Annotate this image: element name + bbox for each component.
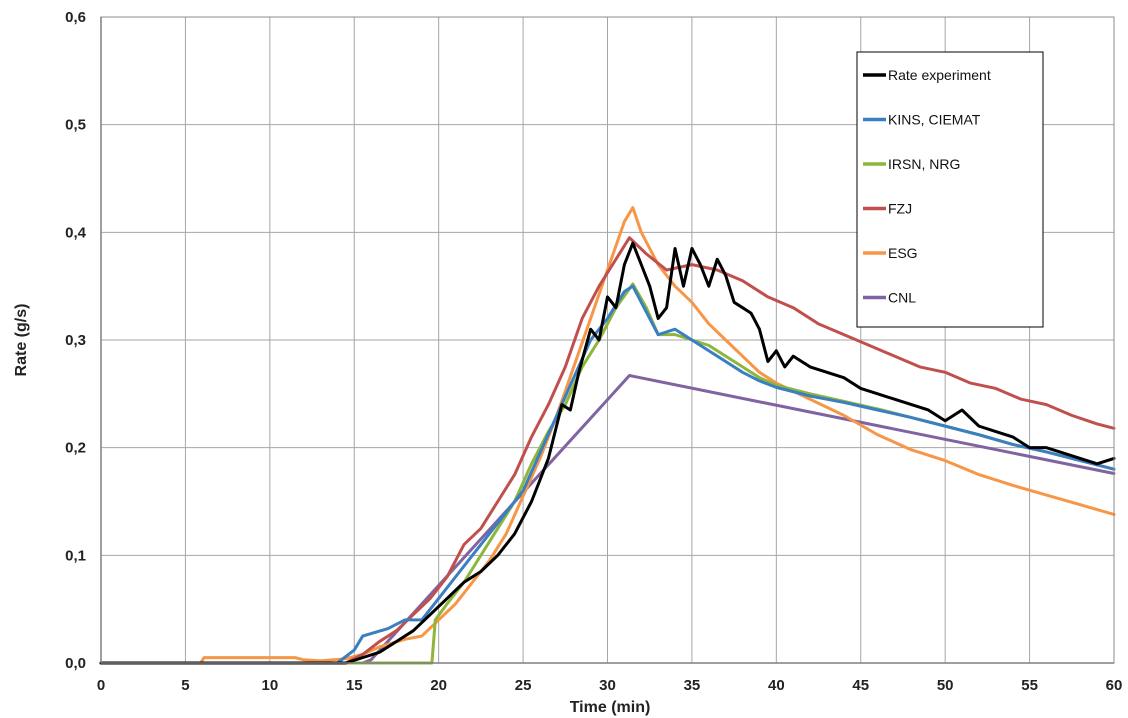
y-tick-label: 0,5 — [65, 117, 86, 134]
y-tick-label: 0,3 — [65, 332, 86, 349]
x-tick-label: 0 — [97, 677, 105, 694]
series-line-kins-ciemat — [99, 284, 1116, 665]
tick-labels: 0 5 10 15 20 25 30 35 40 45 50 55 60 0,0 0,1 0,2 0,3 0,4 0… — [65, 9, 1122, 694]
y-tick-label: 0,6 — [65, 9, 86, 26]
x-tick-label: 30 — [599, 677, 616, 694]
y-tick-label: 0,0 — [65, 655, 86, 672]
legend-label-fzj: FZJ — [888, 201, 912, 217]
legend-label-kins-ciemat: KINS, CIEMAT — [888, 112, 981, 128]
x-tick-label: 10 — [261, 677, 278, 694]
y-tick-label: 0,4 — [65, 224, 87, 241]
legend-box — [856, 51, 1044, 328]
series-line-fzj — [99, 236, 1116, 665]
legend-label-rate-experiment: Rate experiment — [888, 67, 991, 83]
y-tick-label: 0,1 — [65, 547, 86, 564]
y-tick-label: 0,2 — [65, 440, 86, 457]
legend-label-cnl: CNL — [888, 290, 916, 306]
x-tick-label: 60 — [1106, 677, 1123, 694]
x-tick-label: 35 — [684, 677, 701, 694]
x-tick-label: 20 — [430, 677, 447, 694]
x-tick-label: 5 — [181, 677, 189, 694]
x-axis-title: Time (min) — [570, 699, 651, 716]
series-line-rate-experiment — [99, 241, 1116, 665]
legend-label-esg: ESG — [888, 245, 918, 261]
y-axis-title: Rate (g/s) — [13, 304, 30, 377]
legend: Rate experiment KINS, CIEMAT IRSN, NRG FZJ E… — [856, 51, 1044, 328]
legend-label-irsn-nrg: IRSN, NRG — [888, 156, 960, 172]
x-tick-label: 55 — [1021, 677, 1038, 694]
axes — [100, 16, 1115, 664]
x-tick-label: 15 — [346, 677, 363, 694]
x-tick-label: 50 — [937, 677, 954, 694]
x-tick-label: 25 — [515, 677, 532, 694]
x-tick-label: 40 — [768, 677, 785, 694]
x-tick-label: 45 — [852, 677, 869, 694]
